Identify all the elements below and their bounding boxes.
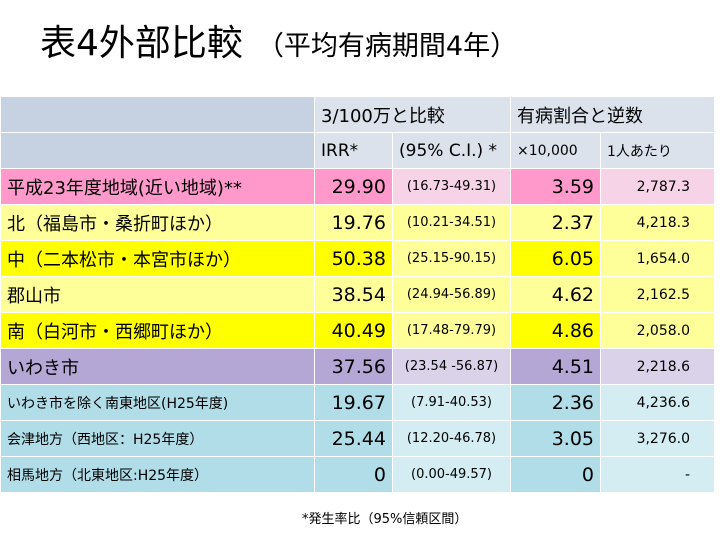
table-row: 平成23年度地域(近い地域)** 29.90 (16.73-49.31) 3.5… xyxy=(0,168,715,205)
ci-value: (0.00-49.57) xyxy=(392,456,511,493)
ci-value: (16.73-49.31) xyxy=(392,168,511,205)
irr-value: 50.38 xyxy=(314,240,393,277)
table-row: 南（白河市・西郷町ほか） 40.49 (17.48-79.79) 4.86 2,… xyxy=(0,312,715,349)
rate-value: 4.86 xyxy=(510,312,601,349)
header-blank-cell xyxy=(0,96,315,133)
footnote: *発生率比（95%信頼区間） xyxy=(302,512,468,527)
ci-value: (24.94-56.89) xyxy=(392,276,511,313)
irr-value: 37.56 xyxy=(314,348,393,385)
inverse-value: 1,654.0 xyxy=(600,240,715,277)
header-per10000: ×10,000 xyxy=(510,132,601,169)
region-name: 平成23年度地域(近い地域)** xyxy=(0,168,315,205)
header-row-columns: IRR* (95% C.I.) * ×10,000 1人あたり xyxy=(0,132,715,169)
header-irr: IRR* xyxy=(314,132,393,169)
rate-value: 0 xyxy=(510,456,601,493)
title-main: 表4外部比較 xyxy=(40,23,243,64)
header-per-person: 1人あたり xyxy=(600,132,715,169)
region-name: 相馬地方（北東地区:H25年度） xyxy=(0,456,315,493)
rate-value: 3.59 xyxy=(510,168,601,205)
region-name: いわき市を除く南東地区(H25年度) xyxy=(0,384,315,421)
inverse-value: 2,787.3 xyxy=(600,168,715,205)
table-row: 会津地方（西地区：H25年度） 25.44 (12.20-46.78) 3.05… xyxy=(0,420,715,457)
ci-value: (12.20-46.78) xyxy=(392,420,511,457)
header-compare-group: 3/100万と比較 xyxy=(314,96,511,133)
irr-value: 40.49 xyxy=(314,312,393,349)
table-row: 相馬地方（北東地区:H25年度） 0 (0.00-49.57) 0 - xyxy=(0,456,715,493)
irr-value: 19.76 xyxy=(314,204,393,241)
table-row: いわき市 37.56 (23.54 -56.87) 4.51 2,218.6 xyxy=(0,348,715,385)
rate-value: 4.51 xyxy=(510,348,601,385)
irr-value: 38.54 xyxy=(314,276,393,313)
table-row: 北（福島市・桑折町ほか） 19.76 (10.21-34.51) 2.37 4,… xyxy=(0,204,715,241)
ci-value: (17.48-79.79) xyxy=(392,312,511,349)
region-name: 南（白河市・西郷町ほか） xyxy=(0,312,315,349)
inverse-value: 2,218.6 xyxy=(600,348,715,385)
header-blank-cell-2 xyxy=(0,132,315,169)
header-ci: (95% C.I.) * xyxy=(392,132,511,169)
ci-value: (7.91-40.53) xyxy=(392,384,511,421)
inverse-value: 2,162.5 xyxy=(600,276,715,313)
page-title: 表4外部比較 （平均有病期間4年） xyxy=(40,14,700,77)
region-name: 中（二本松市・本宮市ほか） xyxy=(0,240,315,277)
ci-value: (10.21-34.51) xyxy=(392,204,511,241)
rate-value: 4.62 xyxy=(510,276,601,313)
comparison-table: 3/100万と比較 有病割合と逆数 IRR* (95% C.I.) * ×10,… xyxy=(0,96,715,493)
ci-value: (25.15-90.15) xyxy=(392,240,511,277)
region-name: いわき市 xyxy=(0,348,315,385)
ci-value: (23.54 -56.87) xyxy=(392,348,511,385)
table-row: 郡山市 38.54 (24.94-56.89) 4.62 2,162.5 xyxy=(0,276,715,313)
irr-value: 29.90 xyxy=(314,168,393,205)
inverse-value: 2,058.0 xyxy=(600,312,715,349)
region-name: 郡山市 xyxy=(0,276,315,313)
table-row: 中（二本松市・本宮市ほか） 50.38 (25.15-90.15) 6.05 1… xyxy=(0,240,715,277)
rate-value: 2.37 xyxy=(510,204,601,241)
table-row: いわき市を除く南東地区(H25年度) 19.67 (7.91-40.53) 2.… xyxy=(0,384,715,421)
irr-value: 0 xyxy=(314,456,393,493)
inverse-value: 4,218.3 xyxy=(600,204,715,241)
header-prevalence-group: 有病割合と逆数 xyxy=(510,96,715,133)
rate-value: 3.05 xyxy=(510,420,601,457)
header-row-groups: 3/100万と比較 有病割合と逆数 xyxy=(0,96,715,133)
inverse-value: 4,236.6 xyxy=(600,384,715,421)
inverse-value: - xyxy=(600,456,715,493)
irr-value: 19.67 xyxy=(314,384,393,421)
rate-value: 6.05 xyxy=(510,240,601,277)
inverse-value: 3,276.0 xyxy=(600,420,715,457)
title-subtitle: （平均有病期間4年） xyxy=(256,31,518,62)
rate-value: 2.36 xyxy=(510,384,601,421)
region-name: 北（福島市・桑折町ほか） xyxy=(0,204,315,241)
region-name: 会津地方（西地区：H25年度） xyxy=(0,420,315,457)
irr-value: 25.44 xyxy=(314,420,393,457)
